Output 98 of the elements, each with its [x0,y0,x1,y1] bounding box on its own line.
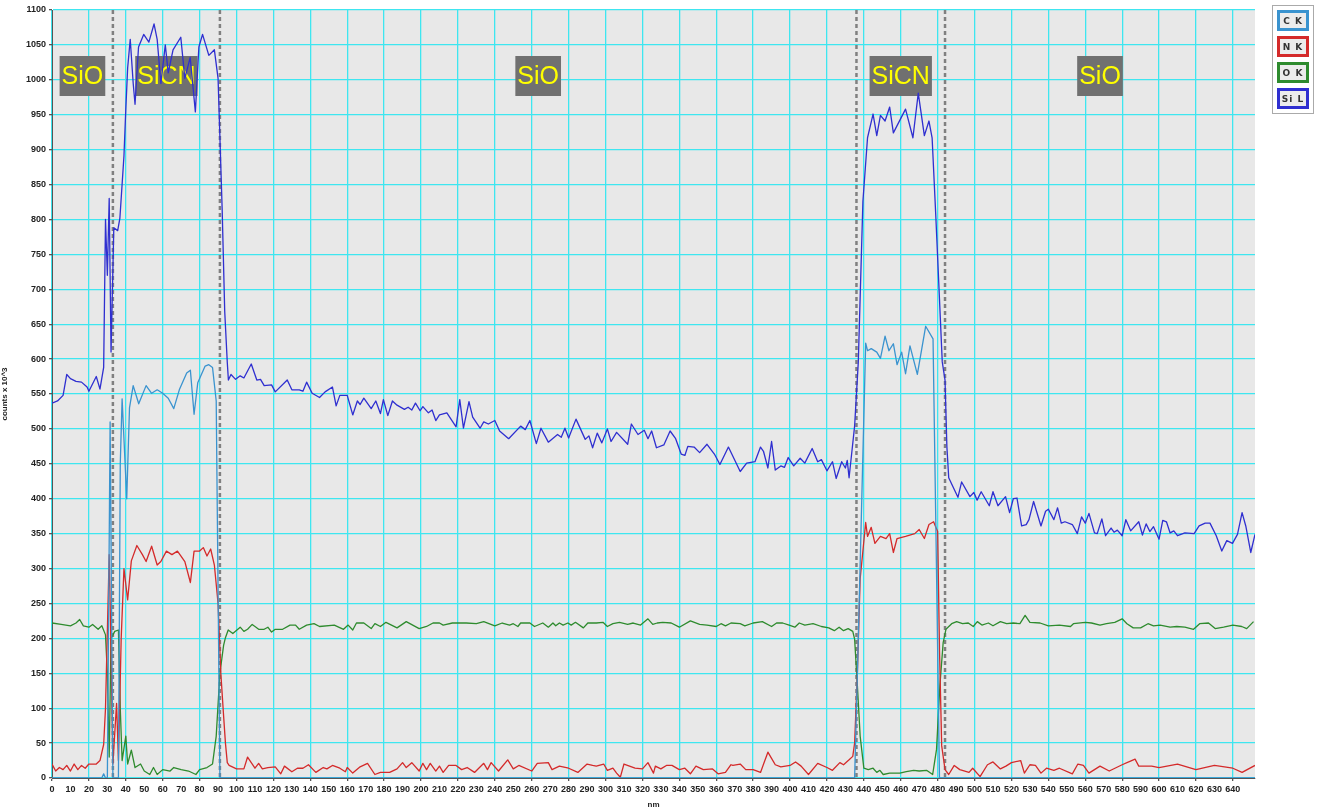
x-tick-label: 110 [247,783,263,794]
x-tick-label: 440 [856,783,872,794]
x-tick-label: 530 [1022,783,1038,794]
x-tick-label: 40 [120,783,131,794]
text: C K [1277,10,1309,31]
x-tick-label: 140 [302,783,318,794]
y-tick-label: 750 [30,248,46,259]
x-tick-label: 330 [653,783,669,794]
y-tick-label: 150 [30,667,46,678]
y-tick-label: 600 [30,353,46,364]
x-tick-label: 450 [874,783,890,794]
x-tick-label: 120 [265,783,281,794]
x-tick-label: 380 [745,783,761,794]
x-tick-label: 0 [49,783,55,794]
x-tick-label: 480 [930,783,946,794]
y-tick-label: 1050 [25,39,46,50]
x-tick-label: 600 [1151,783,1167,794]
x-tick-label: 100 [228,783,245,794]
x-tick-label: 220 [450,783,466,794]
y-tick-label: 300 [30,563,46,574]
y-axis-title: counts x 10^3 [0,366,9,421]
x-tick-label: 580 [1114,783,1130,794]
y-tick-label: 700 [30,283,46,294]
y-tick-label: 950 [30,109,46,120]
x-tick-label: 280 [561,783,577,794]
y-tick-label: 250 [30,597,46,608]
y-tick-label: 200 [30,632,46,643]
x-tick-label: 20 [83,783,94,794]
y-tick-label: 900 [30,144,46,155]
x-tick-label: 470 [911,783,927,794]
x-tick-label: 130 [284,783,300,794]
x-tick-label: 80 [194,783,205,794]
x-tick-label: 640 [1225,783,1241,794]
y-tick-label: 50 [35,737,46,748]
annotation: SiO [517,60,560,89]
x-tick-label: 390 [764,783,780,794]
x-tick-label: 260 [524,783,540,794]
x-axis-title: nm [647,800,660,810]
x-tick-label: 150 [321,783,337,794]
annotation: SiO [61,60,104,89]
x-tick-label: 540 [1040,783,1056,794]
x-tick-label: 90 [213,783,224,794]
x-tick-label: 520 [1003,783,1019,794]
x-tick-label: 570 [1096,783,1112,794]
text: N K [1277,36,1309,57]
x-tick-label: 550 [1059,783,1075,794]
x-tick-label: 230 [468,783,484,794]
x-tick-label: 500 [967,783,983,794]
x-tick-label: 560 [1077,783,1093,794]
y-tick-label: 1000 [25,74,46,85]
x-tick-label: 180 [376,783,392,794]
x-tick-label: 370 [727,783,743,794]
x-tick-label: 270 [542,783,558,794]
annotation: SiCN [871,60,930,89]
x-tick-label: 320 [634,783,650,794]
y-tick-label: 100 [30,702,46,713]
x-tick-label: 610 [1169,783,1186,794]
y-tick-label: 450 [30,458,46,469]
x-tick-label: 30 [102,783,113,794]
x-tick-label: 400 [782,783,798,794]
y-tick-label: 500 [30,423,46,434]
x-tick-label: 510 [985,783,1001,794]
x-tick-label: 300 [598,783,614,794]
y-tick-label: 550 [30,388,46,399]
x-tick-label: 210 [431,783,447,794]
x-tick-label: 170 [358,783,374,794]
y-tick-label: 650 [30,318,46,329]
y-tick-label: 350 [30,528,46,539]
y-tick-label: 1100 [26,4,46,15]
x-tick-label: 410 [800,783,816,794]
x-tick-label: 200 [413,783,429,794]
x-tick-label: 10 [65,783,76,794]
text: Si L [1277,88,1309,109]
x-tick-label: 70 [176,783,187,794]
text: O K [1277,62,1309,83]
x-tick-label: 290 [579,783,595,794]
y-tick-label: 400 [30,493,46,504]
x-tick-label: 350 [690,783,706,794]
x-tick-label: 460 [893,783,909,794]
x-tick-label: 360 [708,783,724,794]
x-tick-label: 310 [616,783,632,794]
x-tick-label: 430 [837,783,853,794]
x-tick-label: 50 [139,783,150,794]
x-tick-label: 160 [339,783,355,794]
y-tick-label: 800 [30,213,46,224]
x-tick-label: 190 [395,783,411,794]
x-tick-label: 590 [1133,783,1149,794]
x-tick-label: 630 [1206,783,1222,794]
annotation: SiO [1079,60,1121,89]
x-tick-label: 60 [157,783,168,794]
y-tick-label: 850 [30,179,46,190]
y-tick-label: 0 [40,772,46,783]
x-tick-label: 420 [819,783,835,794]
x-tick-label: 620 [1188,783,1204,794]
x-tick-label: 240 [487,783,503,794]
x-tick-label: 250 [505,783,521,794]
x-tick-label: 340 [671,783,687,794]
x-tick-label: 490 [948,783,964,794]
